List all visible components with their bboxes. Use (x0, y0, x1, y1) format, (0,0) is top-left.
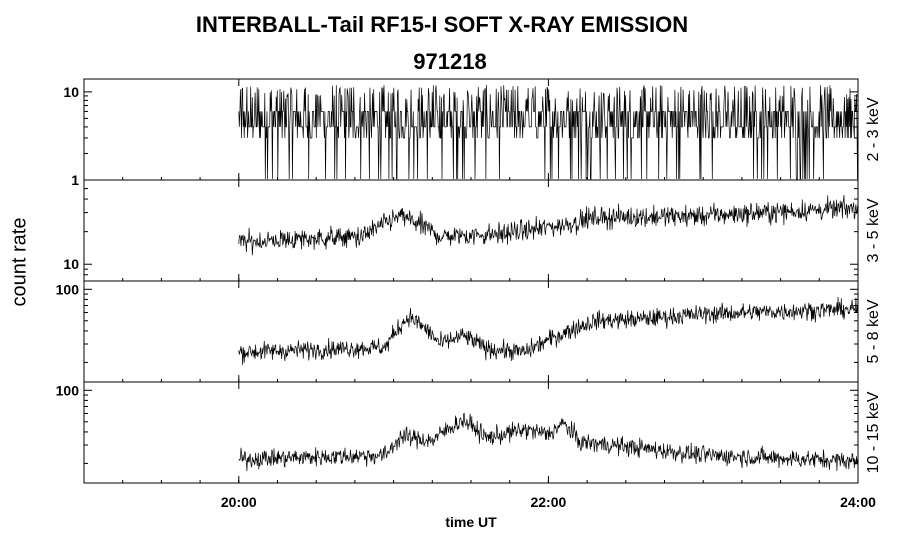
panel-frame (83, 179, 859, 282)
series-label: 2 - 3 keV (865, 97, 882, 161)
series-line (238, 412, 858, 472)
x-tick-label: 24:00 (840, 494, 876, 510)
x-tick-label: 20:00 (221, 494, 257, 510)
y-tick-label: 100 (56, 382, 80, 398)
series-line (238, 296, 858, 365)
series-label: 10 - 15 keV (865, 391, 882, 473)
series-label: 3 - 5 keV (865, 198, 882, 262)
y-tick-label: 1 (71, 172, 79, 188)
series-line (238, 84, 858, 180)
y-tick-label: 10 (63, 84, 79, 100)
x-tick-label: 22:00 (530, 494, 566, 510)
series-line (238, 194, 858, 256)
panel-frame (83, 280, 859, 383)
x-axis-label: time UT (445, 514, 497, 530)
chart-title: INTERBALL-Tail RF15-I SOFT X-RAY EMISSIO… (195, 12, 689, 37)
series-label: 5 - 8 keV (865, 299, 882, 363)
chart-subtitle: 971218 (413, 49, 487, 74)
y-tick-label: 100 (56, 281, 80, 297)
y-tick-label: 10 (63, 256, 79, 272)
